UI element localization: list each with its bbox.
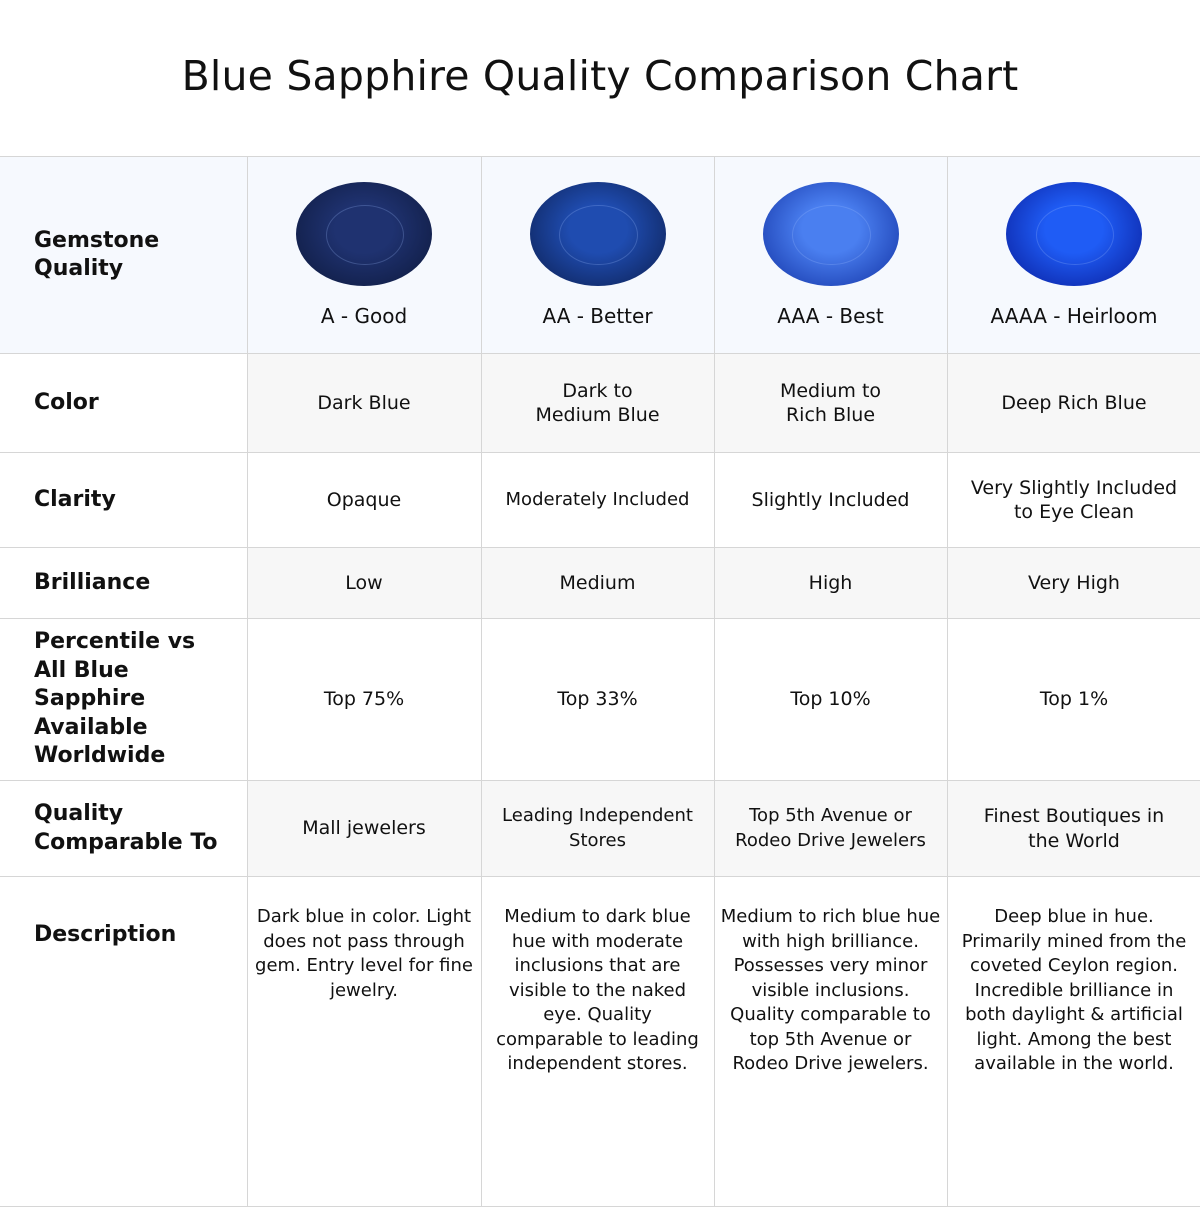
color-cell: Deep Rich Blue xyxy=(946,353,1200,453)
grade-header-aaa: AAA - Best xyxy=(713,156,948,354)
grade-name: AAAA - Heirloom xyxy=(990,303,1158,328)
gemstone-quality-row: Gemstone Quality A - Good AA - Better AA… xyxy=(0,156,1200,354)
percentile-cell: Top 1% xyxy=(946,618,1200,781)
comparable-cell: Finest Boutiques in the World xyxy=(946,780,1200,877)
grade-header-aa: AA - Better xyxy=(480,156,715,354)
brilliance-row: Brilliance Low Medium High Very High xyxy=(0,547,1200,619)
percentile-cell: Top 75% xyxy=(246,618,482,781)
clarity-row: Clarity Opaque Moderately Included Sligh… xyxy=(0,452,1200,548)
description-cell: Deep blue in hue. Primarily mined from t… xyxy=(946,876,1200,1207)
row-label-comparable: Quality Comparable To xyxy=(0,780,248,877)
comparable-cell: Leading Independent Stores xyxy=(480,780,715,877)
grade-name: AAA - Best xyxy=(777,303,884,328)
comparison-table: Gemstone Quality A - Good AA - Better AA… xyxy=(0,156,1200,1207)
description-cell: Medium to dark blue hue with moderate in… xyxy=(480,876,715,1207)
grade-name: AA - Better xyxy=(542,303,653,328)
percentile-cell: Top 33% xyxy=(480,618,715,781)
color-cell: Medium to Rich Blue xyxy=(713,353,948,453)
description-cell: Medium to rich blue hue with high brilli… xyxy=(713,876,948,1207)
clarity-cell: Slightly Included xyxy=(713,452,948,548)
description-row: Description Dark blue in color. Light do… xyxy=(0,876,1200,1207)
row-label-clarity: Clarity xyxy=(0,452,248,548)
row-label-brilliance: Brilliance xyxy=(0,547,248,619)
sapphire-image-a xyxy=(296,181,432,286)
row-label-description: Description xyxy=(0,876,248,1207)
color-row: Color Dark Blue Dark to Medium Blue Medi… xyxy=(0,353,1200,453)
comparable-row: Quality Comparable To Mall jewelers Lead… xyxy=(0,780,1200,877)
sapphire-image-aaaa xyxy=(1006,181,1142,286)
row-label-color: Color xyxy=(0,353,248,453)
comparable-cell: Top 5th Avenue or Rodeo Drive Jewelers xyxy=(713,780,948,877)
color-cell: Dark to Medium Blue xyxy=(480,353,715,453)
brilliance-cell: Low xyxy=(246,547,482,619)
color-cell: Dark Blue xyxy=(246,353,482,453)
sapphire-image-aa xyxy=(529,181,666,286)
percentile-row: Percentile vs All Blue Sapphire Availabl… xyxy=(0,618,1200,781)
brilliance-cell: High xyxy=(713,547,948,619)
brilliance-cell: Medium xyxy=(480,547,715,619)
grade-header-a: A - Good xyxy=(246,156,482,354)
comparable-cell: Mall jewelers xyxy=(246,780,482,877)
clarity-cell: Very Slightly Included to Eye Clean xyxy=(946,452,1200,548)
row-label-gemstone-quality: Gemstone Quality xyxy=(0,156,248,354)
brilliance-cell: Very High xyxy=(946,547,1200,619)
clarity-cell: Moderately Included xyxy=(480,452,715,548)
description-cell: Dark blue in color. Light does not pass … xyxy=(246,876,482,1207)
grade-name: A - Good xyxy=(320,303,408,328)
grade-header-aaaa: AAAA - Heirloom xyxy=(946,156,1200,354)
sapphire-image-aaa xyxy=(762,181,899,286)
page-title: Blue Sapphire Quality Comparison Chart xyxy=(181,52,1019,100)
clarity-cell: Opaque xyxy=(246,452,482,548)
percentile-cell: Top 10% xyxy=(713,618,948,781)
row-label-percentile: Percentile vs All Blue Sapphire Availabl… xyxy=(0,618,248,781)
